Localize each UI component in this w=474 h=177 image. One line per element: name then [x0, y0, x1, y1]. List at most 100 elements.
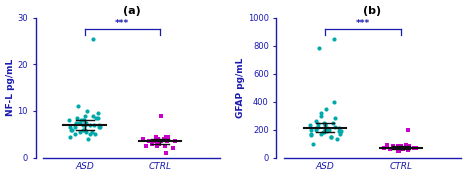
Point [401, 147, 409, 150]
Point [83, 110, 91, 112]
Point [395, 146, 403, 149]
Point [154, 142, 161, 145]
Point [90, 37, 97, 40]
Point [403, 146, 411, 149]
Point [76, 130, 84, 133]
Point [154, 144, 161, 147]
Point [89, 114, 97, 117]
Y-axis label: GFAP pg/mL: GFAP pg/mL [236, 58, 245, 118]
Point [81, 114, 88, 117]
Point [163, 152, 170, 154]
Point [307, 132, 315, 135]
Point [323, 127, 330, 130]
Point [96, 126, 103, 129]
Point [383, 144, 391, 146]
Point [315, 47, 323, 50]
Point [332, 117, 339, 120]
Point [157, 114, 164, 117]
Point [395, 149, 403, 152]
Point [331, 125, 338, 128]
Point [82, 130, 90, 133]
Point [82, 124, 89, 126]
Point [82, 121, 90, 124]
Point [81, 128, 88, 131]
Point [320, 131, 328, 134]
Point [69, 128, 76, 131]
Point [318, 114, 325, 117]
Point [317, 132, 325, 135]
Point [390, 145, 397, 148]
Point [313, 120, 320, 123]
Point [319, 131, 327, 134]
Point [97, 126, 104, 129]
Point [405, 144, 412, 147]
Point [66, 135, 74, 138]
Point [152, 135, 159, 138]
Point [81, 119, 88, 122]
Point [79, 128, 87, 131]
Point [162, 135, 170, 138]
Point [149, 142, 156, 145]
Point [153, 142, 161, 145]
Point [330, 37, 338, 40]
Point [321, 124, 329, 127]
Point [380, 146, 388, 149]
Title: (a): (a) [123, 5, 140, 16]
Point [74, 105, 82, 108]
Point [394, 149, 401, 151]
Point [67, 128, 74, 131]
Point [398, 145, 405, 148]
Point [402, 144, 410, 146]
Title: (b): (b) [364, 5, 382, 16]
Point [392, 147, 400, 150]
Point [151, 140, 159, 143]
Point [161, 144, 169, 147]
Y-axis label: NF-L pg/mL: NF-L pg/mL [6, 59, 15, 116]
Point [86, 133, 94, 136]
Point [71, 133, 79, 136]
Point [328, 135, 335, 138]
Point [327, 135, 335, 138]
Point [153, 138, 161, 140]
Point [164, 140, 171, 143]
Point [404, 128, 411, 131]
Point [161, 138, 168, 140]
Point [171, 140, 179, 143]
Point [335, 130, 343, 132]
Point [80, 124, 87, 126]
Point [94, 112, 102, 115]
Point [336, 131, 344, 134]
Point [412, 147, 419, 150]
Point [79, 119, 86, 122]
Point [394, 149, 402, 152]
Point [394, 145, 401, 148]
Point [392, 146, 400, 149]
Point [90, 124, 98, 126]
Point [94, 116, 102, 119]
Point [312, 128, 319, 131]
Point [87, 124, 94, 126]
Point [74, 121, 82, 124]
Point [330, 100, 337, 103]
Point [65, 119, 73, 122]
Point [170, 147, 177, 150]
Point [155, 142, 162, 145]
Point [80, 128, 88, 131]
Point [92, 116, 100, 119]
Point [321, 127, 328, 130]
Point [164, 135, 172, 138]
Point [321, 128, 329, 131]
Point [322, 107, 330, 110]
Point [76, 121, 84, 124]
Text: ***: *** [356, 19, 370, 27]
Point [77, 119, 84, 122]
Point [88, 130, 96, 133]
Point [139, 138, 147, 140]
Point [95, 124, 103, 126]
Point [337, 130, 345, 132]
Point [157, 140, 164, 143]
Point [329, 121, 337, 124]
Point [394, 146, 402, 149]
Point [399, 148, 407, 151]
Point [308, 128, 315, 131]
